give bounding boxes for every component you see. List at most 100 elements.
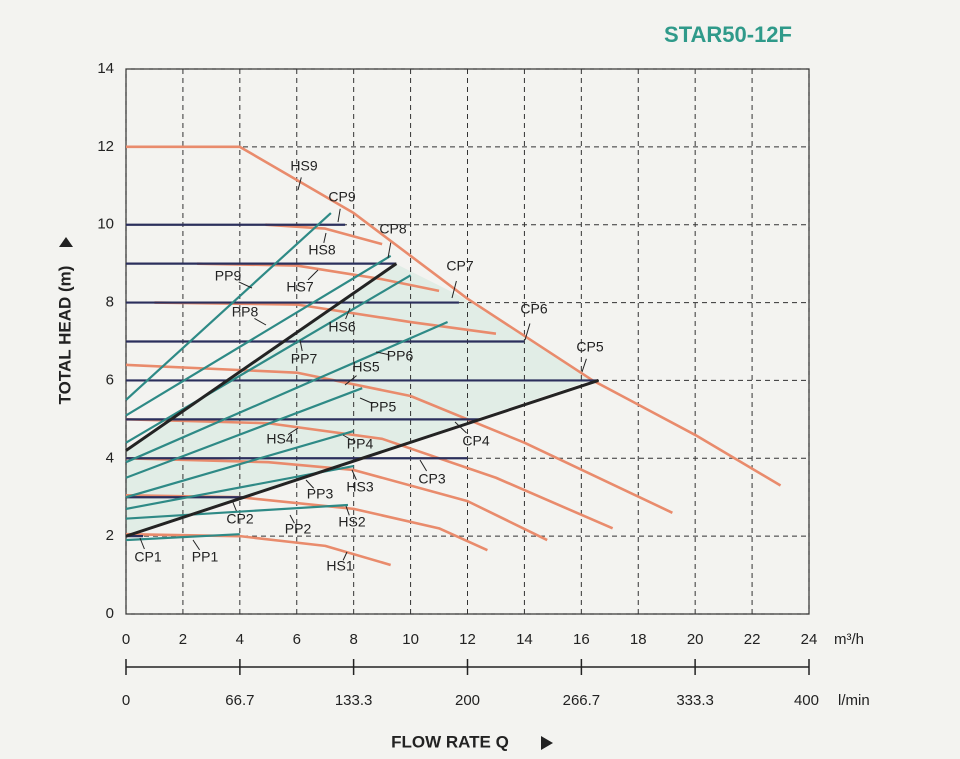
x-tick-label: 14 — [516, 631, 533, 648]
leader-line — [419, 459, 428, 472]
series-label: HS7 — [286, 279, 313, 295]
y-arrow — [59, 237, 73, 247]
leader-line — [305, 479, 315, 489]
leader-line — [375, 351, 390, 356]
series-label: CP2 — [226, 511, 253, 527]
series-label: HS2 — [338, 514, 365, 530]
series-label: CP4 — [462, 433, 489, 449]
series-label: HS8 — [308, 242, 335, 258]
series-line — [125, 274, 412, 444]
series-line — [125, 387, 363, 479]
y-tick-label: 8 — [106, 294, 114, 311]
y-axis-title: TOTAL HEAD (m) — [55, 266, 74, 405]
series-label: PP8 — [232, 304, 259, 320]
leader-line — [344, 375, 357, 386]
series-line — [125, 503, 349, 520]
x-tick-label: 16 — [573, 631, 590, 648]
x-unit: m³/h — [834, 631, 864, 648]
series-label: HS5 — [352, 359, 379, 375]
x-tick-label: 20 — [687, 631, 704, 648]
series-label: CP6 — [520, 301, 547, 317]
leader-line — [345, 505, 350, 516]
series-line — [125, 262, 398, 452]
leader-line — [342, 434, 353, 441]
y-tick-label: 10 — [97, 216, 114, 233]
x-axis-title: FLOW RATE Q — [391, 732, 509, 751]
leader-line — [192, 539, 201, 551]
series-label: CP7 — [446, 258, 473, 274]
leader-line — [297, 177, 302, 191]
leader-line — [387, 242, 392, 259]
series-line — [125, 379, 599, 538]
leader-line — [139, 537, 145, 550]
series-line — [125, 212, 332, 401]
series-label: PP2 — [285, 521, 312, 537]
y-tick-label: 6 — [106, 371, 114, 388]
leader-line — [345, 307, 351, 320]
leader-line — [231, 499, 237, 512]
leader-line — [351, 469, 357, 481]
x2-tick-label: 0 — [122, 692, 130, 709]
x-tick-label: 8 — [349, 631, 357, 648]
leader-line — [451, 280, 457, 299]
series-label: CP1 — [134, 549, 161, 565]
x2-unit: l/min — [838, 692, 870, 709]
series-label: HS4 — [266, 431, 293, 447]
x-arrow — [541, 736, 553, 750]
x2-tick-label: 266.7 — [563, 692, 601, 709]
series-label: CP5 — [576, 339, 603, 355]
series-label: CP9 — [328, 189, 355, 205]
leader-line — [238, 281, 253, 289]
x-tick-label: 18 — [630, 631, 647, 648]
x2-tick-label: 400 — [794, 692, 819, 709]
series-line — [126, 145, 782, 487]
leader-line — [289, 514, 295, 524]
series-label: HS6 — [328, 319, 355, 335]
leader-line — [342, 551, 348, 561]
series-line — [265, 223, 383, 246]
chart-title: STAR50-12F — [664, 22, 792, 47]
series-line — [125, 429, 354, 499]
series-label: PP5 — [370, 399, 397, 415]
series-label: PP3 — [307, 486, 334, 502]
leader-line — [359, 397, 373, 404]
series-label: PP7 — [291, 351, 318, 367]
x-tick-label: 24 — [801, 631, 818, 648]
series-label: PP9 — [215, 268, 242, 284]
x-tick-label: 12 — [459, 631, 476, 648]
series-label: CP3 — [418, 471, 445, 487]
series-label: HS9 — [290, 158, 317, 174]
x-tick-label: 0 — [122, 631, 130, 648]
x-tick-label: 22 — [744, 631, 761, 648]
series-line — [125, 321, 449, 464]
y-tick-label: 12 — [97, 138, 114, 155]
x2-tick-label: 333.3 — [676, 692, 714, 709]
x-tick-label: 2 — [179, 631, 187, 648]
series-line — [125, 456, 548, 542]
series-line — [125, 532, 392, 567]
series-line — [125, 533, 240, 542]
series-label: CP8 — [379, 221, 406, 237]
x2-tick-label: 133.3 — [335, 692, 373, 709]
x-tick-label: 4 — [236, 631, 244, 648]
leader-line — [287, 427, 299, 436]
y-tick-label: 0 — [106, 605, 114, 622]
leader-line — [323, 232, 327, 244]
leader-line — [524, 323, 531, 341]
leader-line — [307, 269, 319, 281]
x2-tick-label: 66.7 — [225, 692, 254, 709]
leader-line — [299, 339, 303, 352]
y-tick-label: 2 — [106, 527, 114, 544]
leader-line — [454, 421, 467, 434]
x2-tick-label: 200 — [455, 692, 480, 709]
series-label: PP1 — [192, 549, 219, 565]
leader-line — [337, 208, 341, 223]
leader-line — [581, 358, 587, 373]
series-label: HS1 — [326, 558, 353, 574]
x-tick-label: 6 — [293, 631, 301, 648]
series-label: PP4 — [347, 436, 374, 452]
series-label: PP6 — [387, 348, 414, 364]
leader-line — [254, 317, 267, 326]
series-line — [125, 254, 392, 417]
